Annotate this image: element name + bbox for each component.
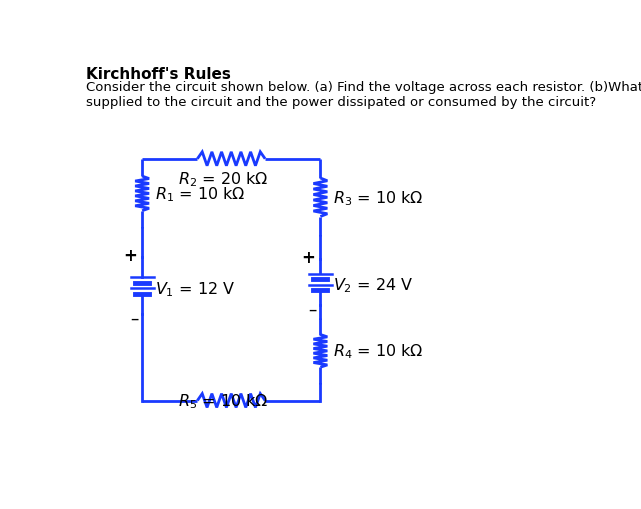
Text: +: +	[123, 246, 137, 265]
Text: $R_3$ = 10 k$\Omega$: $R_3$ = 10 k$\Omega$	[333, 188, 424, 207]
Text: $R_4$ = 10 k$\Omega$: $R_4$ = 10 k$\Omega$	[333, 342, 424, 360]
Text: –: –	[130, 309, 138, 327]
Text: Kirchhoff's Rules: Kirchhoff's Rules	[87, 67, 231, 82]
Text: $R_1$ = 10 k$\Omega$: $R_1$ = 10 k$\Omega$	[154, 185, 245, 204]
Text: $R_2$ = 20 k$\Omega$: $R_2$ = 20 k$\Omega$	[178, 170, 269, 189]
Text: –: –	[308, 300, 317, 318]
Text: $V_1$ = 12 V: $V_1$ = 12 V	[154, 279, 235, 298]
Text: $V_2$ = 24 V: $V_2$ = 24 V	[333, 276, 413, 295]
Text: +: +	[301, 249, 315, 267]
Text: $R_5$ = 10 k$\Omega$: $R_5$ = 10 k$\Omega$	[178, 391, 269, 410]
Text: Consider the circuit shown below. (a) Find the voltage across each resistor. (b): Consider the circuit shown below. (a) Fi…	[87, 81, 641, 109]
